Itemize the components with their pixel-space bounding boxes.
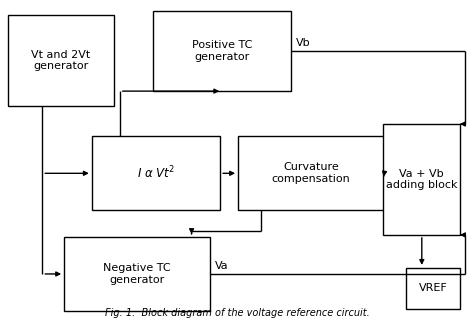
Bar: [92, 136, 220, 210]
Bar: [64, 237, 210, 311]
Text: Va + Vb
adding block: Va + Vb adding block: [386, 169, 457, 190]
Text: VREF: VREF: [419, 284, 447, 293]
Text: Vt and 2Vt
generator: Vt and 2Vt generator: [31, 50, 91, 71]
Text: I $\alpha$ Vt$^2$: I $\alpha$ Vt$^2$: [137, 165, 175, 181]
Text: Curvature
compensation: Curvature compensation: [272, 163, 350, 184]
Text: Vb: Vb: [296, 38, 310, 48]
Text: Positive TC
generator: Positive TC generator: [192, 40, 252, 62]
Bar: [406, 268, 460, 309]
Text: Negative TC
generator: Negative TC generator: [103, 263, 171, 285]
Text: Va: Va: [215, 261, 228, 271]
Bar: [153, 11, 292, 91]
Bar: [238, 136, 384, 210]
Bar: [8, 15, 114, 106]
Text: Fig. 1.  Block diagram of the voltage reference circuit.: Fig. 1. Block diagram of the voltage ref…: [105, 308, 369, 318]
Bar: [383, 124, 460, 235]
